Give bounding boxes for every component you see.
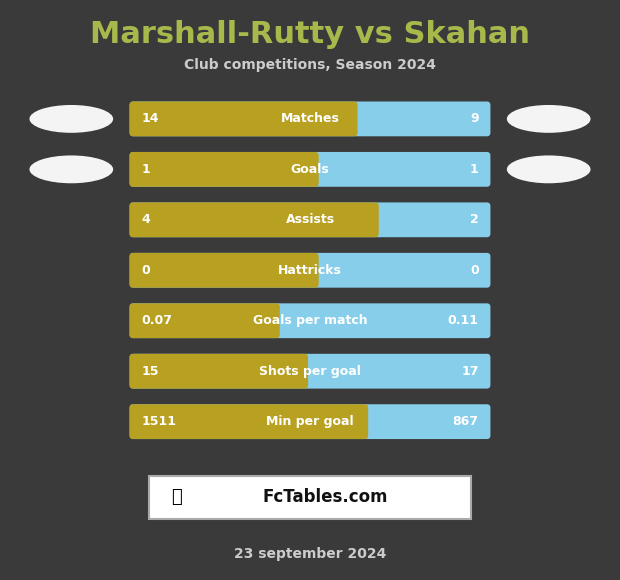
Ellipse shape: [507, 105, 591, 133]
FancyBboxPatch shape: [305, 256, 315, 284]
Ellipse shape: [29, 105, 113, 133]
Text: 1: 1: [470, 163, 479, 176]
FancyBboxPatch shape: [130, 303, 280, 338]
FancyBboxPatch shape: [130, 202, 490, 237]
Text: Goals per match: Goals per match: [253, 314, 367, 327]
Text: Matches: Matches: [281, 113, 339, 125]
FancyBboxPatch shape: [344, 105, 354, 133]
FancyBboxPatch shape: [130, 102, 490, 136]
Text: 1: 1: [141, 163, 150, 176]
FancyBboxPatch shape: [130, 354, 490, 389]
Text: 1511: 1511: [141, 415, 176, 428]
FancyBboxPatch shape: [355, 408, 365, 436]
Text: 0: 0: [141, 264, 150, 277]
Text: 2: 2: [470, 213, 479, 226]
Text: 0.07: 0.07: [141, 314, 172, 327]
Text: FcTables.com: FcTables.com: [263, 488, 388, 506]
FancyBboxPatch shape: [266, 307, 276, 335]
Text: 📊: 📊: [171, 488, 182, 506]
FancyBboxPatch shape: [149, 476, 471, 519]
FancyBboxPatch shape: [365, 206, 375, 234]
Ellipse shape: [29, 155, 113, 183]
FancyBboxPatch shape: [305, 155, 315, 183]
FancyBboxPatch shape: [130, 253, 490, 288]
Ellipse shape: [507, 155, 591, 183]
FancyBboxPatch shape: [130, 152, 490, 187]
FancyBboxPatch shape: [130, 152, 319, 187]
Text: 23 september 2024: 23 september 2024: [234, 548, 386, 561]
Text: Hattricks: Hattricks: [278, 264, 342, 277]
Text: 14: 14: [141, 113, 159, 125]
Text: Goals: Goals: [291, 163, 329, 176]
FancyBboxPatch shape: [130, 404, 368, 439]
Text: 0.11: 0.11: [448, 314, 479, 327]
Text: 4: 4: [141, 213, 150, 226]
FancyBboxPatch shape: [130, 202, 379, 237]
Text: Min per goal: Min per goal: [266, 415, 354, 428]
Text: Marshall-Rutty vs Skahan: Marshall-Rutty vs Skahan: [90, 20, 530, 49]
Text: Club competitions, Season 2024: Club competitions, Season 2024: [184, 58, 436, 72]
Text: 17: 17: [461, 365, 479, 378]
Text: 15: 15: [141, 365, 159, 378]
FancyBboxPatch shape: [294, 357, 304, 385]
Text: Assists: Assists: [285, 213, 335, 226]
FancyBboxPatch shape: [130, 303, 490, 338]
Text: 867: 867: [453, 415, 479, 428]
FancyBboxPatch shape: [130, 354, 308, 389]
Text: 0: 0: [470, 264, 479, 277]
Text: Shots per goal: Shots per goal: [259, 365, 361, 378]
FancyBboxPatch shape: [130, 253, 319, 288]
Text: 9: 9: [470, 113, 479, 125]
FancyBboxPatch shape: [130, 404, 490, 439]
FancyBboxPatch shape: [130, 102, 358, 136]
